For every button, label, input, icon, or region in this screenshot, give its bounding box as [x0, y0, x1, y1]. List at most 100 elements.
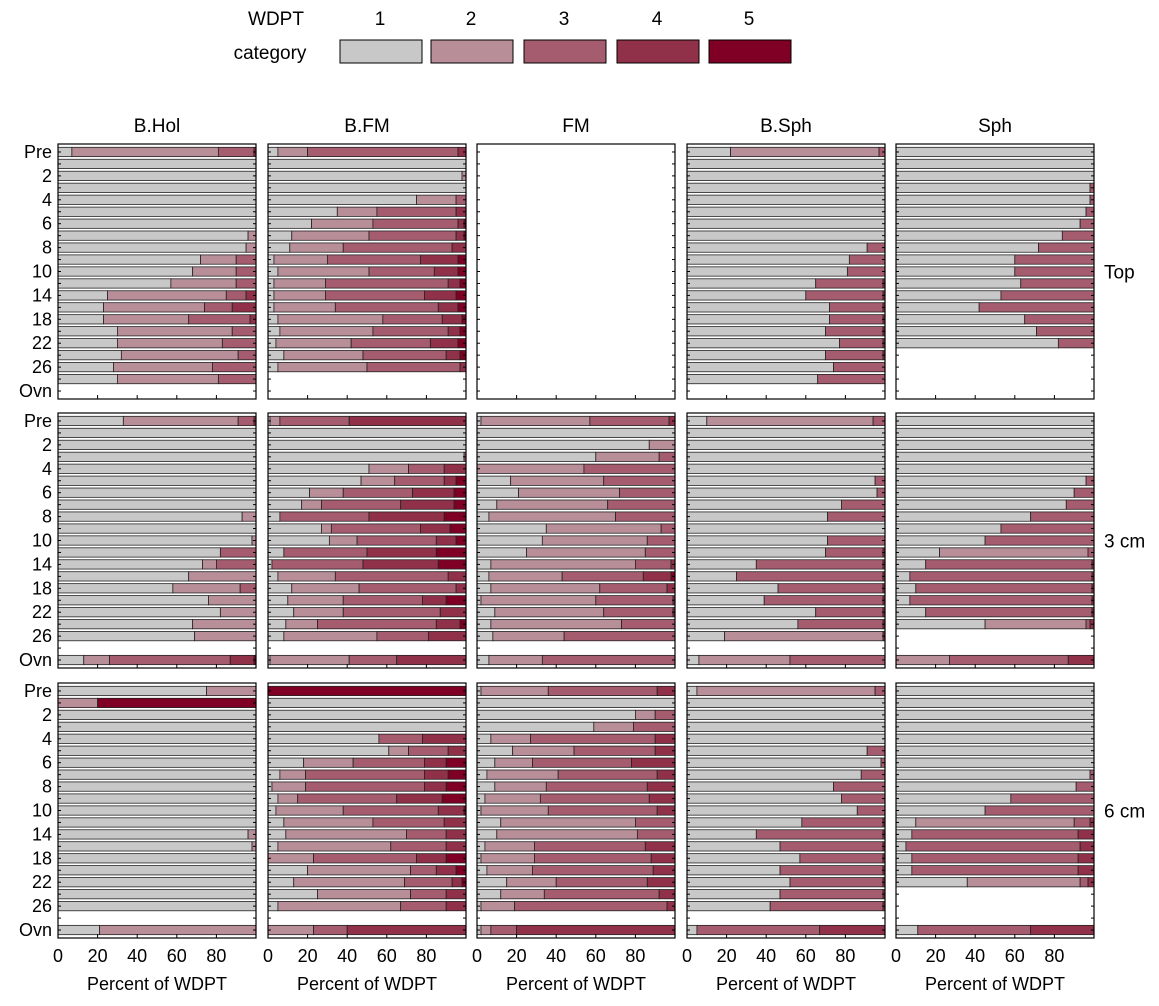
bar-seg-r0-c0-k9-s1 — [57, 254, 201, 265]
bar-seg-r0-c1-k16-s4 — [429, 338, 459, 349]
bar-seg-r2-c2-k7-s2 — [486, 769, 559, 780]
bar-seg-r2-c1-k7-s2 — [279, 769, 307, 780]
bar-seg-r0-c0-k11-s2 — [170, 278, 237, 289]
bar-seg-r0-c4-k4-s1 — [895, 194, 1091, 205]
bar-seg-r1-c0-k20-s1 — [57, 654, 85, 666]
bar-seg-r0-c0-k19-s3 — [217, 374, 257, 385]
bar-seg-r2-c2-k8-s4 — [646, 781, 676, 792]
bar-seg-r1-c3-k9-s1 — [686, 523, 886, 534]
x-tick-label: 20 — [88, 946, 108, 966]
bar-seg-r0-c1-k16-s2 — [275, 338, 352, 349]
bar-seg-r1-c2-k15-s2 — [480, 595, 597, 606]
bar-seg-r2-c3-k16-s3 — [789, 877, 884, 888]
bar-seg-r0-c0-k12-s1 — [57, 290, 108, 301]
x-tick-label: 20 — [926, 946, 946, 966]
bar-seg-r0-c3-k7-s1 — [686, 230, 886, 241]
bar-seg-r2-c3-k1-s1 — [686, 697, 886, 708]
bar-seg-r0-c1-k17-s4 — [445, 350, 461, 361]
bar-seg-r2-c1-k3-s1 — [267, 721, 467, 732]
bar-seg-r1-c0-k18-s1 — [57, 631, 196, 642]
bar-seg-r1-c1-k15-s3 — [342, 595, 423, 606]
bar-seg-r1-c4-k12-s3 — [925, 559, 1093, 570]
y-tick-label: 26 — [32, 896, 52, 916]
x-tick-label: 0 — [682, 946, 692, 966]
bar-seg-r2-c2-k1-s1 — [476, 697, 676, 708]
bar-seg-r2-c1-k2-s1 — [267, 709, 467, 720]
bar-seg-r0-c0-k2-s1 — [57, 170, 257, 181]
y-tick-label: Pre — [24, 681, 52, 701]
x-tick-label: 40 — [337, 946, 357, 966]
bar-seg-r2-c2-k20-s4 — [516, 924, 676, 936]
bar-seg-r0-c4-k7-s3 — [1061, 230, 1095, 241]
bar-seg-r0-c3-k12-s3 — [805, 290, 884, 301]
bar-seg-r0-c4-k12-s1 — [895, 290, 1002, 301]
bar-seg-r0-c0-k13-s4 — [231, 302, 257, 313]
bar-seg-r2-c3-k12-s1 — [686, 829, 757, 840]
y-tick-label: 14 — [32, 285, 52, 305]
bar-seg-r2-c4-k9-s1 — [895, 793, 1012, 804]
y-tick-label: 10 — [32, 801, 52, 821]
bar-seg-r2-c1-k13-s2 — [277, 841, 392, 852]
bar-seg-r2-c2-k12-s3 — [636, 829, 676, 840]
legend-label-3: 3 — [559, 9, 570, 30]
bar-seg-r2-c4-k20-s3 — [917, 924, 1032, 936]
bar-seg-r1-c3-k1-s1 — [686, 427, 886, 438]
bar-seg-r0-c4-k15-s3 — [1036, 326, 1095, 337]
bar-seg-r1-c2-k12-s2 — [490, 559, 636, 570]
y-tick-label: 26 — [32, 357, 52, 377]
bar-seg-r0-c1-k15-s4 — [447, 326, 461, 337]
bar-seg-r1-c0-k14-s2 — [172, 583, 241, 594]
bar-seg-r1-c1-k9-s2 — [321, 523, 332, 534]
y-tick-label: 6 — [42, 483, 52, 503]
bar-seg-r1-c1-k1-s1 — [267, 427, 467, 438]
bar-seg-r0-c4-k14-s3 — [1024, 314, 1095, 325]
bar-seg-r0-c1-k7-s2 — [291, 230, 370, 241]
bar-seg-r1-c1-k6-s1 — [267, 487, 310, 498]
bar-seg-r2-c0-k12-s1 — [57, 829, 249, 840]
legend-label-4: 4 — [652, 9, 663, 30]
bar-seg-r2-c4-k16-s3 — [1079, 877, 1089, 888]
bar-seg-r1-c1-k4-s1 — [267, 463, 370, 474]
x-tick-label: 20 — [298, 946, 318, 966]
bar-seg-r0-c4-k13-s1 — [895, 302, 980, 313]
bar-seg-r2-c1-k9-s3 — [297, 793, 398, 804]
bar-seg-r0-c3-k17-s3 — [825, 350, 884, 361]
x-tick-label: 60 — [167, 946, 187, 966]
bar-seg-r0-c3-k2-s1 — [686, 170, 886, 181]
bar-seg-r1-c4-k16-s1 — [895, 607, 927, 618]
bar-seg-r1-c2-k5-s3 — [603, 475, 676, 486]
bar-seg-r2-c3-k7-s1 — [686, 769, 862, 780]
bar-seg-r2-c1-k8-s2 — [271, 781, 307, 792]
bar-seg-r2-c2-k6-s2 — [494, 757, 533, 768]
bar-seg-r2-c2-k20-s2 — [480, 924, 492, 936]
bar-seg-r2-c2-k14-s2 — [480, 853, 535, 864]
column-title-b-sph: B.Sph — [760, 116, 812, 137]
bar-seg-r1-c1-k11-s3 — [283, 547, 368, 558]
bar-seg-r1-c1-k18-s2 — [283, 631, 378, 642]
bar-seg-r2-c2-k5-s3 — [573, 745, 656, 756]
bar-seg-r2-c2-k16-s2 — [506, 877, 557, 888]
bar-seg-r2-c2-k0-s3 — [547, 685, 658, 697]
bar-seg-r1-c2-k7-s3 — [607, 499, 676, 510]
bar-seg-r1-c0-k20-s3 — [109, 654, 231, 666]
bar-seg-r0-c1-k12-s4 — [424, 290, 457, 301]
bar-seg-r1-c0-k10-s1 — [57, 535, 253, 546]
bar-seg-r2-c1-k18-s2 — [277, 901, 402, 912]
bar-seg-r0-c0-k14-s3 — [188, 314, 251, 325]
bar-seg-r2-c0-k1-s2 — [57, 697, 98, 708]
bar-seg-r2-c3-k6-s1 — [686, 757, 882, 768]
bar-seg-r0-c3-k5-s1 — [686, 206, 886, 217]
bar-seg-r2-c3-k9-s1 — [686, 793, 842, 804]
y-tick-label: 8 — [42, 238, 52, 258]
bar-seg-r1-c4-k17-s1 — [895, 619, 986, 630]
bar-seg-r2-c0-k7-s1 — [57, 769, 257, 780]
bar-seg-r0-c4-k3-s1 — [895, 182, 1091, 193]
bar-seg-r1-c1-k9-s1 — [267, 523, 322, 534]
bar-seg-r2-c2-k6-s3 — [532, 757, 632, 768]
bar-seg-r2-c3-k14-s1 — [686, 853, 801, 864]
bar-seg-r2-c3-k0-s2 — [696, 685, 876, 697]
bar-seg-r1-c3-k3-s1 — [686, 451, 886, 462]
bar-seg-r2-c0-k5-s1 — [57, 745, 257, 756]
bar-seg-r2-c3-k18-s3 — [769, 901, 884, 912]
bar-seg-r2-c0-k0-s1 — [57, 685, 207, 697]
